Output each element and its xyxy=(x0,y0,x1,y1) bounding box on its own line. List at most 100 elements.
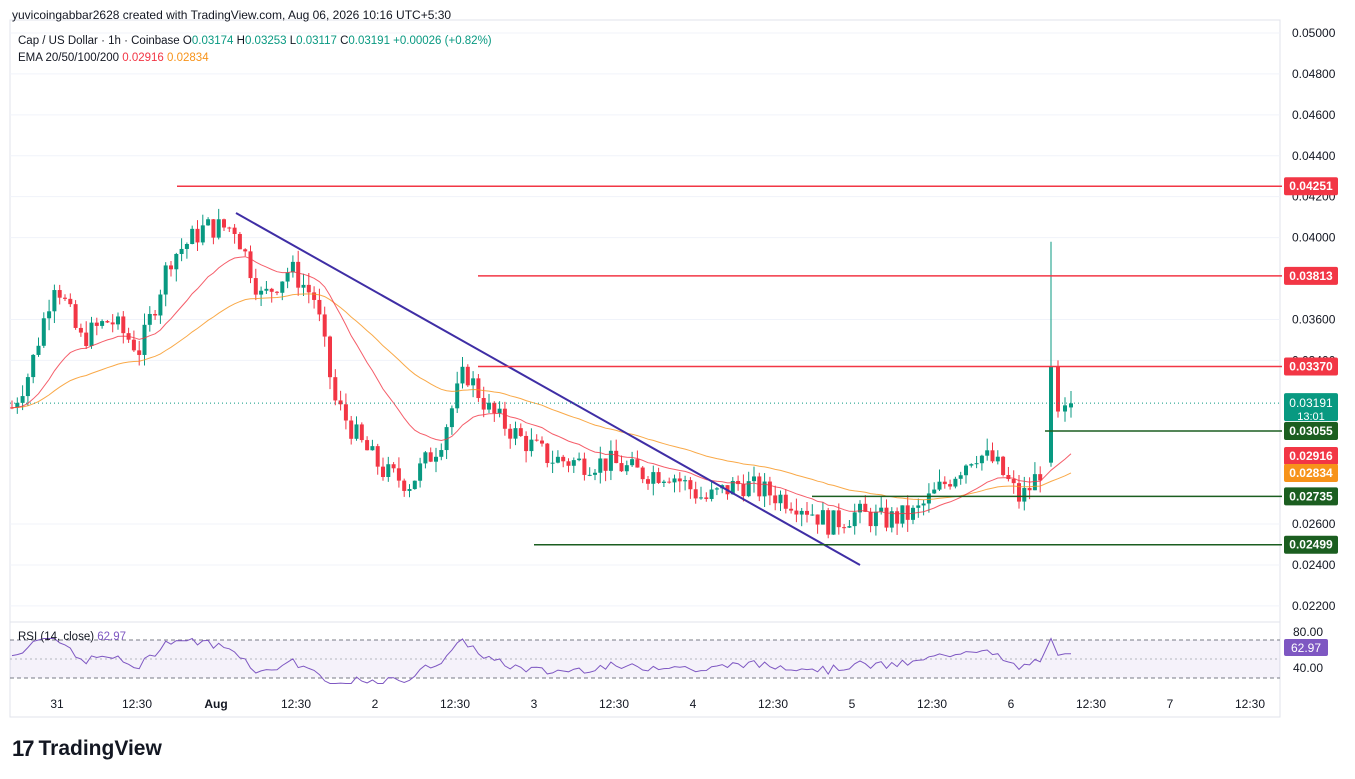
support-price-label: 0.02499 xyxy=(1289,538,1333,552)
candle-body xyxy=(688,480,693,490)
candle-body xyxy=(206,219,211,226)
descending-trendline xyxy=(235,212,861,566)
x-tick-label: 12:30 xyxy=(917,697,947,711)
candle-body xyxy=(630,459,635,466)
candle-body xyxy=(677,478,682,482)
support-price-label: 0.03055 xyxy=(1289,424,1333,438)
candle-body xyxy=(518,428,523,436)
support-price-label-box xyxy=(1284,487,1338,506)
candle-body xyxy=(1006,475,1011,480)
candle-body xyxy=(78,327,83,333)
candle-body xyxy=(1069,403,1073,408)
rsi-line xyxy=(11,637,1071,684)
candle-body xyxy=(1049,366,1053,463)
candle-body xyxy=(895,511,900,524)
candle-body xyxy=(683,480,688,482)
candle-body xyxy=(651,472,656,484)
candle-body xyxy=(508,428,513,439)
candle-body xyxy=(396,468,401,481)
candle-body xyxy=(799,510,804,515)
candle-body xyxy=(264,288,269,291)
candle-body xyxy=(672,478,677,483)
candle-body xyxy=(243,249,248,252)
x-tick-label: 12:30 xyxy=(599,697,629,711)
candle-body xyxy=(852,512,857,527)
candle-body xyxy=(555,456,560,463)
candle-body xyxy=(1038,474,1043,481)
candle-body xyxy=(603,458,608,471)
tradingview-brand[interactable]: 17 TradingView xyxy=(12,736,162,762)
support-price-label-box xyxy=(1284,421,1338,440)
high-label: H xyxy=(236,35,245,47)
candle-body xyxy=(884,507,889,528)
rsi-label[interactable]: RSI (14, close) xyxy=(18,631,95,643)
candle-body xyxy=(932,489,937,494)
x-tick-label: 12:30 xyxy=(758,697,788,711)
candle-body xyxy=(900,505,905,524)
candle-body xyxy=(889,511,894,528)
candle-body xyxy=(306,284,311,293)
candle-body xyxy=(497,408,502,414)
candle-body xyxy=(873,511,878,527)
candle-body xyxy=(158,294,163,316)
candle-body xyxy=(714,488,719,490)
candle-body xyxy=(863,503,868,512)
candle-body xyxy=(1011,479,1016,484)
ema-fast-price-label: 0.02916 xyxy=(1289,449,1333,463)
candle-body xyxy=(1001,456,1006,476)
candle-body xyxy=(328,336,332,378)
ema-slow-price-label: 0.02834 xyxy=(1289,466,1333,480)
candle-body xyxy=(269,288,274,292)
candle-body xyxy=(439,450,444,457)
candle-body xyxy=(1022,488,1027,502)
candle-body xyxy=(699,497,703,499)
x-tick-label: 2 xyxy=(372,697,379,711)
candle-body xyxy=(137,350,142,355)
symbol-name[interactable]: Cap / US Dollar · 1h · Coinbase xyxy=(18,35,180,47)
ema-fast-price-label-box xyxy=(1284,447,1338,465)
candle-body xyxy=(31,354,36,378)
ema-label[interactable]: EMA 20/50/100/200 xyxy=(18,52,120,64)
candle-body xyxy=(624,465,629,472)
candle-body xyxy=(36,345,41,355)
candle-body xyxy=(831,510,836,535)
candle-body xyxy=(89,322,94,346)
y-tick-label: 0.02600 xyxy=(1292,517,1336,531)
candle-body xyxy=(370,446,375,451)
candle-body xyxy=(635,459,640,468)
candle-body xyxy=(386,464,391,477)
rsi-value-box xyxy=(1284,639,1328,656)
candle-body xyxy=(333,377,338,401)
last-price-label: 0.03191 xyxy=(1289,396,1333,410)
candle-body xyxy=(418,463,423,481)
candle-body xyxy=(375,446,380,467)
candle-body xyxy=(762,481,767,497)
candle-body xyxy=(1056,366,1060,412)
ema-legend: EMA 20/50/100/200 0.02916 0.02834 xyxy=(18,52,209,64)
x-tick-label: 12:30 xyxy=(1235,697,1265,711)
candle-body xyxy=(147,313,152,325)
ema-fast-value: 0.02916 xyxy=(122,52,164,64)
x-tick-label: Aug xyxy=(204,697,227,711)
x-tick-label: 12:30 xyxy=(281,697,311,711)
candle-body xyxy=(10,407,14,409)
candle-body xyxy=(911,507,915,520)
candle-body xyxy=(561,456,566,462)
candle-body xyxy=(317,299,322,315)
candle-body xyxy=(338,400,343,405)
candle-body xyxy=(444,427,449,451)
resistance-price-label-box xyxy=(1284,357,1338,376)
y-tick-label: 0.02400 xyxy=(1292,558,1336,572)
candle-body xyxy=(481,398,486,410)
candle-body xyxy=(121,316,126,334)
candle-body xyxy=(68,298,73,305)
candle-body xyxy=(614,450,619,464)
candle-body xyxy=(15,402,20,408)
candle-body xyxy=(815,514,820,525)
candle-body xyxy=(116,316,120,325)
candle-body xyxy=(746,481,751,497)
candle-body xyxy=(41,318,46,346)
candle-body xyxy=(566,461,571,466)
resistance-price-label: 0.04251 xyxy=(1289,179,1333,193)
